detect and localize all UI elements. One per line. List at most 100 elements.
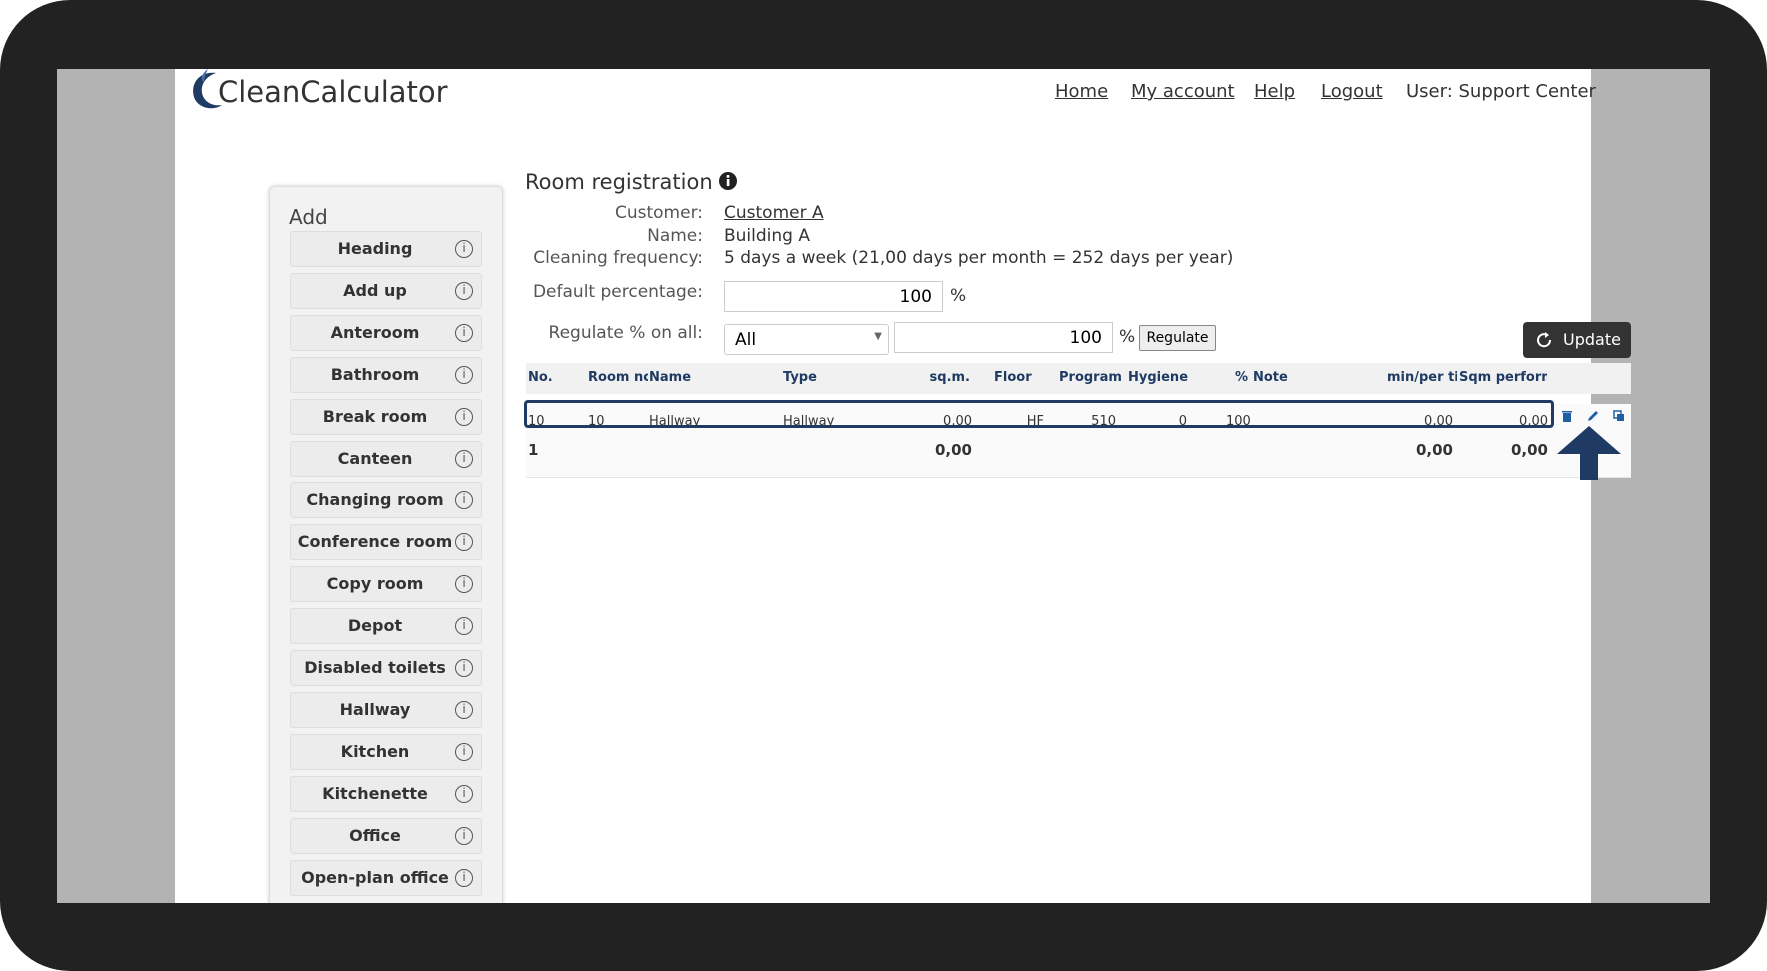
field-label: Regulate % on all: [548, 323, 703, 343]
table-cell: 0,00 [1424, 414, 1453, 429]
button-label: Conference room [297, 532, 453, 552]
add-room-button[interactable]: Bathroom i [290, 356, 482, 393]
info-icon[interactable]: i [455, 659, 473, 677]
info-icon[interactable]: i [455, 449, 473, 468]
table-cell: 0 [1178, 414, 1187, 429]
title-text: Room registration [525, 170, 713, 194]
add-room-button[interactable]: Copy room i [290, 566, 482, 603]
column-header: No. [528, 370, 553, 385]
field-label: Cleaning frequency: [533, 248, 703, 268]
column-header: % [1235, 370, 1249, 385]
field-label: Name: [647, 226, 703, 246]
info-icon[interactable]: i [455, 826, 473, 845]
add-room-button[interactable]: Kitchenette i [290, 775, 482, 812]
column-header: Sqm performc [1459, 370, 1547, 385]
column-header: Name [649, 370, 692, 385]
add-room-button[interactable]: Canteen i [290, 440, 482, 477]
table-cell: Hallway [783, 414, 835, 429]
table-cell: 10 [588, 414, 605, 429]
info-icon[interactable]: i [455, 575, 473, 594]
select-text: All [735, 330, 757, 350]
info-icon[interactable]: i [455, 742, 473, 761]
total-cell: 0,00 [1510, 441, 1548, 459]
copy-icon[interactable] [1612, 409, 1626, 423]
table-cell: 0,00 [1519, 414, 1548, 429]
info-icon[interactable]: i [455, 407, 473, 426]
add-room-button[interactable]: Office i [290, 817, 482, 854]
sidebar-title: Add [289, 205, 328, 229]
button-label: Hallway [339, 699, 411, 719]
page: CleanCalculator Home My account Help Log… [175, 69, 1631, 903]
info-icon[interactable]: i [455, 365, 473, 384]
user-label: User: Support Center [1406, 81, 1596, 102]
add-room-button[interactable]: Conference room i [290, 524, 482, 561]
percent-sign: % [950, 286, 967, 306]
field-label: Default percentage: [532, 282, 703, 302]
customer-link[interactable]: Customer A [724, 203, 824, 223]
button-label: Add up [343, 280, 407, 300]
info-icon[interactable]: i [455, 240, 473, 258]
nav-link[interactable]: Help [1254, 81, 1296, 102]
regulate-button[interactable]: Regulate [1139, 325, 1216, 351]
column-header: Note [1253, 370, 1288, 385]
table-body [526, 404, 1631, 478]
add-room-button[interactable]: Open-plan office i [290, 859, 482, 896]
row-highlight [524, 400, 1554, 428]
sidebar: Add Heading i Add up i Anteroom i Bathroom i Bre… [269, 186, 503, 903]
info-icon[interactable] [719, 172, 738, 190]
nav-link[interactable]: Home [1055, 81, 1109, 102]
button-label: Heading [337, 239, 413, 258]
add-room-button[interactable]: Anteroom i [290, 314, 482, 351]
add-room-button[interactable]: Break room i [290, 398, 482, 435]
table-cell: Hallway [649, 414, 701, 429]
table-cell: 510 [1091, 414, 1116, 429]
button-label: Kitchenette [322, 783, 428, 803]
regulate-select[interactable]: All ▼ [724, 324, 889, 355]
button-label: Kitchen [340, 741, 410, 761]
total-cell: 0,00 [1415, 441, 1453, 459]
add-room-button[interactable]: Changing room i [290, 482, 482, 519]
info-icon[interactable]: i [455, 491, 473, 510]
default-input[interactable]: 100 [724, 281, 943, 312]
column-header: min/per tir [1387, 370, 1457, 385]
column-header: sq.m. [929, 370, 970, 385]
button-label: Break room [322, 406, 428, 426]
column-header: Floor [994, 370, 1032, 385]
button-label: Depot [347, 616, 403, 636]
info-icon[interactable]: i [455, 281, 473, 300]
info-icon[interactable]: i [455, 533, 473, 552]
add-room-button[interactable]: Add up i [290, 272, 482, 309]
column-header: Type [783, 370, 817, 385]
edit-icon[interactable] [1586, 409, 1600, 423]
section-title: Room registration [525, 170, 738, 194]
regulate-input[interactable]: 100 [894, 322, 1113, 353]
info-icon[interactable]: i [455, 784, 473, 803]
logo: CleanCalculator [218, 75, 448, 109]
update-button[interactable]: Update [1523, 322, 1631, 358]
delete-icon[interactable] [1560, 409, 1574, 423]
add-room-button[interactable]: Disabled toilets i [290, 650, 482, 686]
nav-link[interactable]: Logout [1321, 81, 1383, 102]
info-icon[interactable]: i [455, 700, 473, 719]
info-icon[interactable]: i [455, 868, 473, 887]
add-room-button[interactable]: Hallway i [290, 691, 482, 728]
column-header: Room nc [588, 370, 648, 385]
add-room-button[interactable]: Kitchen i [290, 733, 482, 770]
total-cell: 0,00 [934, 441, 972, 459]
column-header: Hygiene [1128, 370, 1189, 385]
info-icon[interactable]: i [455, 617, 473, 636]
field-value: Building A [724, 226, 810, 246]
pointer-arrow [1557, 426, 1621, 480]
table-cell: 100 [1226, 414, 1251, 429]
add-room-button[interactable]: Depot i [290, 608, 482, 645]
column-header: Program [1059, 370, 1122, 385]
info-icon[interactable]: i [455, 323, 473, 342]
table-cell: 10 [528, 414, 545, 429]
percent-sign: % [1119, 327, 1136, 347]
refresh-icon [1537, 332, 1552, 348]
nav-link[interactable]: My account [1131, 81, 1235, 102]
table-cell: 0,00 [943, 414, 972, 429]
button-label: Canteen [337, 448, 413, 468]
add-room-button[interactable]: Heading i [290, 231, 482, 267]
